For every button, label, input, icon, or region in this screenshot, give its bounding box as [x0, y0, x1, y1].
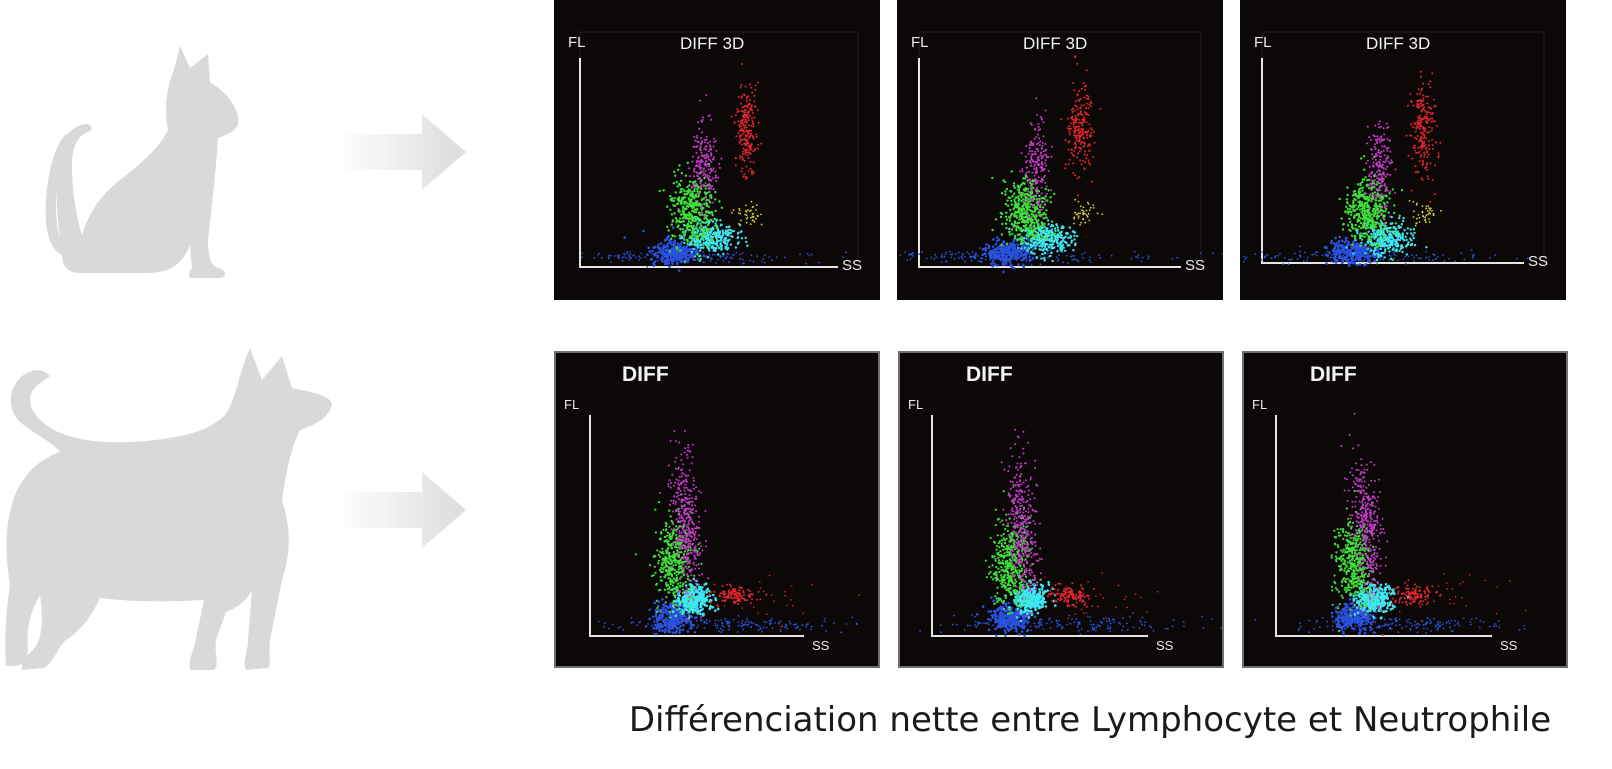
scatter-plot	[919, 415, 1222, 637]
cat-silhouette-icon	[45, 46, 239, 278]
x-axis-label: SS	[812, 638, 830, 653]
y-axis-label: FL	[911, 34, 929, 51]
axes	[918, 58, 1181, 268]
y-axis-label: FL	[568, 34, 586, 51]
x-axis-label: SS	[842, 257, 863, 274]
axes	[579, 58, 838, 268]
axes	[931, 415, 1148, 637]
right-arrow-icon	[336, 472, 466, 548]
scatter-panel-cat-1: DIFF 3D FL SS	[554, 0, 880, 300]
scatter-panel-cat-3: DIFF 3D FL SS	[1240, 0, 1566, 300]
y-axis-label: FL	[1254, 34, 1272, 51]
panel-title: DIFF	[1310, 363, 1357, 386]
x-axis-label: SS	[1500, 638, 1518, 653]
panel-title: DIFF 3D	[1366, 34, 1431, 53]
x-axis-label: SS	[1528, 253, 1549, 270]
figure-caption: Différenciation nette entre Lymphocyte e…	[628, 700, 1552, 740]
panel-title: DIFF	[622, 363, 669, 386]
scatter-panel-dog-2: DIFF FL SS	[898, 351, 1224, 668]
y-axis-label: FL	[1252, 397, 1268, 412]
panel-title: DIFF 3D	[680, 34, 745, 53]
scatter-plot	[589, 415, 861, 637]
dog-silhouette-icon	[5, 348, 332, 670]
scatter-plot	[1242, 31, 1545, 268]
scatter-plot	[1254, 412, 1527, 637]
y-axis-label: FL	[564, 397, 580, 412]
axes	[1275, 415, 1492, 637]
scatter-panel-cat-2: DIFF 3D FL SS	[897, 0, 1223, 300]
scatter-plot	[579, 31, 859, 272]
right-arrow-icon	[336, 114, 466, 190]
panel-title: DIFF 3D	[1023, 34, 1088, 53]
axes	[589, 415, 804, 637]
scatter-plot	[899, 31, 1223, 274]
scatter-panel-dog-3: DIFF FL SS	[1242, 351, 1568, 668]
scatter-panel-dog-1: DIFF FL SS	[554, 351, 880, 668]
x-axis-label: SS	[1156, 638, 1174, 653]
axes	[1261, 58, 1524, 264]
x-axis-label: SS	[1185, 257, 1206, 274]
panel-title: DIFF	[966, 363, 1013, 386]
y-axis-label: FL	[908, 397, 924, 412]
